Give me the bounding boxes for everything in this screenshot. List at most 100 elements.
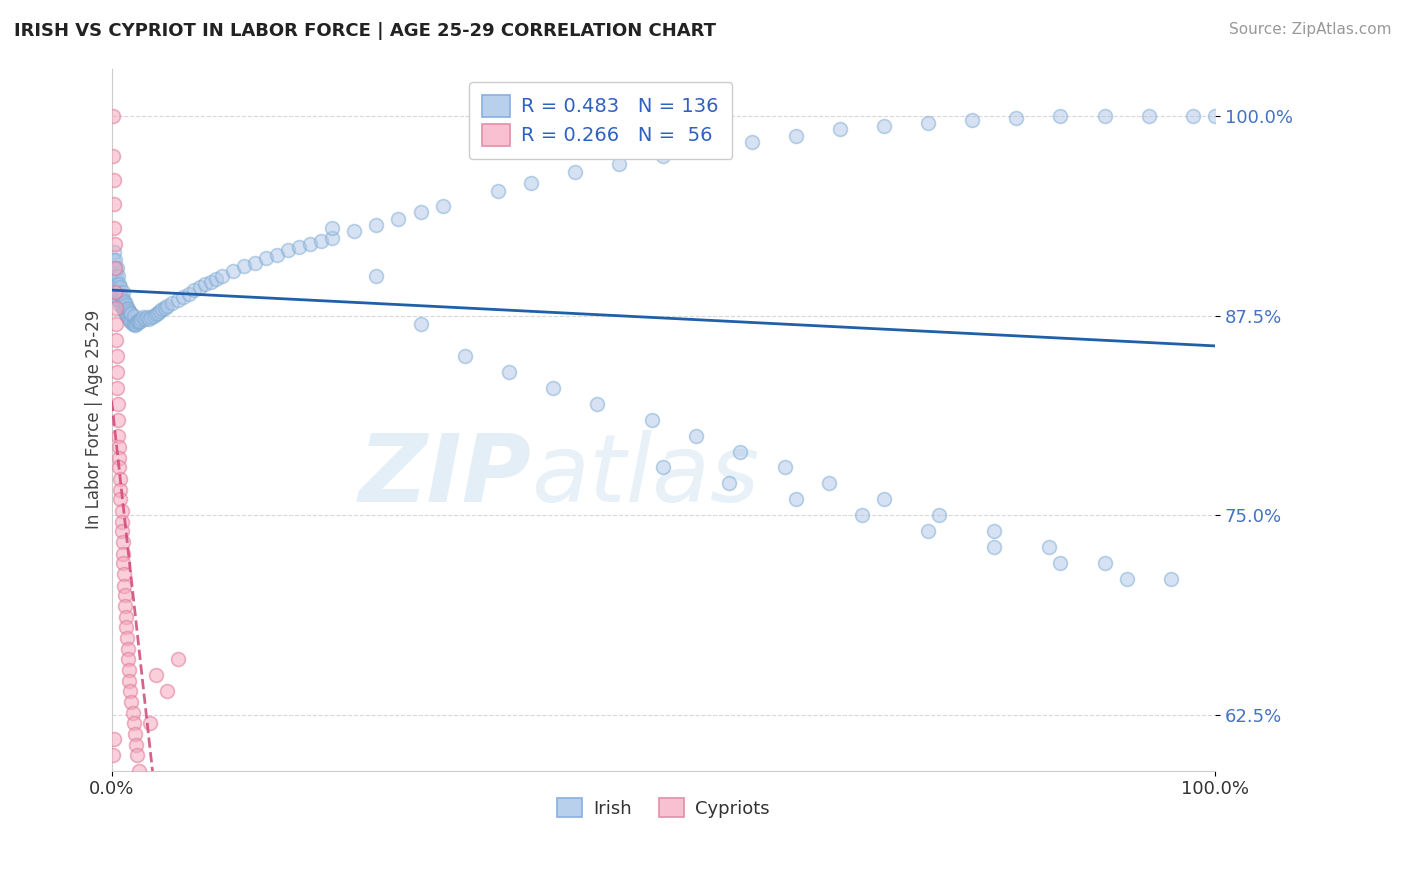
Point bbox=[105, 301, 128, 315]
Point bbox=[121, 706, 143, 721]
Point bbox=[277, 244, 299, 258]
Point bbox=[149, 304, 172, 318]
Point bbox=[122, 715, 145, 730]
Point bbox=[114, 304, 136, 318]
Point bbox=[117, 302, 139, 317]
Point bbox=[773, 460, 796, 475]
Point bbox=[104, 260, 127, 275]
Point bbox=[1038, 541, 1060, 555]
Point bbox=[222, 264, 245, 278]
Point bbox=[917, 524, 939, 539]
Point bbox=[453, 349, 475, 363]
Point bbox=[124, 727, 146, 741]
Point bbox=[125, 317, 148, 331]
Point bbox=[134, 312, 156, 326]
Point bbox=[103, 731, 125, 746]
Point bbox=[105, 317, 128, 331]
Point bbox=[817, 476, 839, 491]
Point bbox=[156, 299, 179, 313]
Point bbox=[121, 695, 143, 709]
Point bbox=[718, 476, 741, 491]
Point bbox=[114, 599, 136, 614]
Point bbox=[111, 285, 134, 299]
Point bbox=[652, 460, 675, 475]
Point bbox=[120, 684, 142, 698]
Point bbox=[121, 317, 143, 331]
Point bbox=[107, 412, 129, 426]
Point bbox=[129, 313, 152, 327]
Point bbox=[1137, 109, 1160, 123]
Y-axis label: In Labor Force | Age 25-29: In Labor Force | Age 25-29 bbox=[86, 310, 103, 529]
Text: atlas: atlas bbox=[531, 430, 759, 521]
Point bbox=[111, 301, 134, 315]
Text: Source: ZipAtlas.com: Source: ZipAtlas.com bbox=[1229, 22, 1392, 37]
Point bbox=[115, 307, 138, 321]
Point bbox=[108, 450, 131, 465]
Point bbox=[118, 663, 141, 677]
Point bbox=[115, 309, 138, 323]
Point bbox=[111, 293, 134, 307]
Point bbox=[115, 632, 138, 646]
Point bbox=[211, 268, 233, 283]
Point bbox=[125, 315, 148, 329]
Point bbox=[108, 277, 131, 291]
Point bbox=[121, 307, 143, 321]
Point bbox=[107, 285, 129, 299]
Point bbox=[156, 684, 179, 698]
Point bbox=[183, 283, 205, 297]
Point bbox=[928, 508, 950, 523]
Point bbox=[124, 318, 146, 333]
Point bbox=[108, 293, 131, 307]
Point bbox=[873, 492, 896, 507]
Text: IRISH VS CYPRIOT IN LABOR FORCE | AGE 25-29 CORRELATION CHART: IRISH VS CYPRIOT IN LABOR FORCE | AGE 25… bbox=[14, 22, 716, 40]
Point bbox=[117, 310, 139, 325]
Point bbox=[105, 381, 128, 395]
Point bbox=[309, 234, 332, 248]
Point bbox=[607, 157, 630, 171]
Point bbox=[115, 610, 138, 624]
Point bbox=[121, 315, 143, 329]
Point bbox=[101, 149, 124, 163]
Point bbox=[108, 440, 131, 454]
Point bbox=[104, 285, 127, 299]
Point bbox=[387, 211, 409, 226]
Point bbox=[1160, 572, 1182, 586]
Point bbox=[103, 173, 125, 187]
Point bbox=[112, 578, 135, 592]
Point bbox=[101, 253, 124, 268]
Point bbox=[696, 141, 718, 155]
Point bbox=[128, 764, 150, 778]
Point bbox=[112, 304, 135, 318]
Point bbox=[343, 224, 366, 238]
Point bbox=[101, 268, 124, 283]
Point bbox=[685, 428, 707, 442]
Point bbox=[983, 541, 1005, 555]
Point bbox=[409, 205, 432, 219]
Point bbox=[110, 298, 132, 312]
Point bbox=[110, 483, 132, 497]
Point bbox=[120, 306, 142, 320]
Point bbox=[122, 309, 145, 323]
Point bbox=[138, 312, 160, 326]
Point bbox=[166, 652, 188, 666]
Point bbox=[1094, 109, 1116, 123]
Point bbox=[110, 280, 132, 294]
Point bbox=[498, 365, 520, 379]
Point bbox=[110, 524, 132, 539]
Point bbox=[111, 547, 134, 561]
Point bbox=[101, 277, 124, 291]
Point bbox=[111, 556, 134, 570]
Point bbox=[652, 149, 675, 163]
Point bbox=[145, 668, 167, 682]
Point bbox=[108, 285, 131, 299]
Point bbox=[120, 313, 142, 327]
Point bbox=[118, 674, 141, 689]
Point bbox=[131, 780, 153, 794]
Text: ZIP: ZIP bbox=[359, 430, 531, 522]
Point bbox=[960, 112, 983, 127]
Point bbox=[104, 253, 127, 268]
Point bbox=[150, 302, 173, 317]
Point bbox=[141, 310, 163, 325]
Point bbox=[166, 293, 188, 307]
Point bbox=[873, 119, 896, 133]
